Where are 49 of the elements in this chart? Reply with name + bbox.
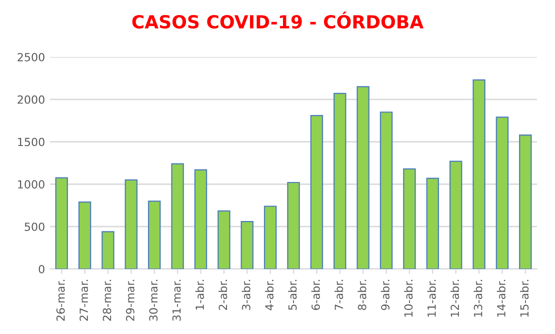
x-tick-label: 30-mar.	[149, 280, 158, 321]
x-tick-label: 3-abr.	[242, 280, 250, 310]
bar	[124, 179, 138, 269]
x-tick-label: 7-abr.	[334, 280, 344, 310]
x-tick-label: 4-abr.	[264, 280, 274, 310]
bar	[496, 116, 509, 269]
bar	[472, 79, 486, 269]
bar	[449, 160, 462, 269]
x-tick-label: 1-abr.	[195, 280, 204, 310]
x-tick-label: 11-abr.	[427, 280, 436, 317]
x-tick-label: 5-abr.	[288, 280, 297, 310]
x-tick-label: 14-abr.	[496, 280, 506, 317]
x-tick-label: 29-mar.	[126, 280, 134, 321]
x-tick-label: 26-mar.	[56, 280, 65, 321]
y-tick-label: 2500	[18, 52, 44, 62]
x-tick-label: 6-abr.	[311, 280, 320, 310]
bar	[240, 220, 254, 269]
bar	[218, 210, 230, 269]
x-tick-label: 8-abr.	[358, 280, 366, 310]
bar	[194, 169, 208, 269]
bar	[403, 168, 416, 269]
x-tick-label: 27-mar.	[80, 280, 88, 321]
bar	[78, 201, 92, 269]
y-tick-label: 0	[38, 264, 44, 274]
y-tick-label: 1000	[18, 180, 44, 189]
y-tick-label: 2000	[18, 95, 44, 104]
bar	[380, 112, 393, 269]
bar	[519, 134, 532, 269]
bar	[310, 114, 324, 269]
bar	[426, 178, 439, 269]
x-tick-label: 15-abr.	[520, 280, 529, 317]
bar	[287, 182, 300, 269]
x-tick-label: 12-abr.	[450, 280, 460, 317]
bar	[55, 177, 68, 269]
chart-title: CASOS COVID-19 - CÓRDOBA	[132, 12, 424, 29]
x-tick-label: 31-mar.	[172, 280, 181, 321]
bar	[264, 206, 277, 269]
x-tick-label: 28-mar.	[102, 280, 112, 321]
x-tick-label: 2-abr.	[218, 280, 228, 310]
bar	[102, 231, 114, 269]
x-tick-label: 10-abr.	[404, 280, 413, 317]
x-tick-label: 9-abr.	[380, 280, 390, 310]
bar	[334, 92, 346, 269]
x-tick-label: 13-abr.	[474, 280, 482, 317]
y-tick-label: 500	[24, 222, 44, 231]
y-tick-label: 1500	[18, 138, 44, 146]
bar	[171, 163, 184, 269]
bar	[356, 86, 370, 269]
bar	[148, 200, 161, 269]
